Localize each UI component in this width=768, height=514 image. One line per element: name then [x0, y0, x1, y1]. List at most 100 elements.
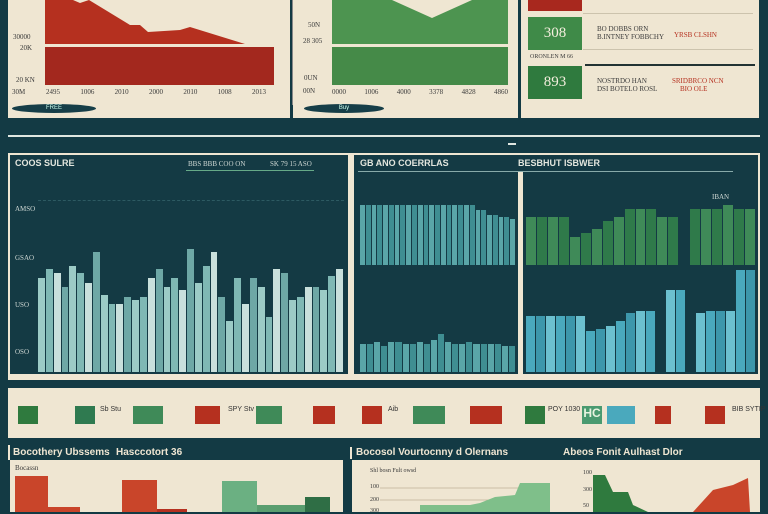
bar: [108, 303, 116, 372]
section-title: Bocothery Ubssems: [13, 447, 110, 458]
x-label: 0000: [332, 88, 346, 96]
bar: [273, 269, 281, 372]
bar: [613, 217, 624, 265]
bar: [459, 344, 466, 372]
kpi-value: 308: [528, 17, 582, 50]
x-label: 2010: [114, 88, 129, 96]
bar: [374, 342, 381, 372]
bar: [388, 205, 394, 265]
panel-title: GB ANO COERRLAS: [360, 158, 449, 168]
x-label: 1008: [217, 88, 232, 96]
bar: [566, 315, 575, 372]
red-area-upper: [45, 0, 245, 44]
x-label: 1006: [80, 88, 95, 96]
bar: [736, 270, 745, 372]
tag-blue-icon[interactable]: [607, 406, 635, 424]
bar: [626, 312, 635, 372]
panel-subtitle: Shl bosn Fult owsd: [370, 468, 417, 474]
y-label: 100: [370, 484, 379, 490]
bar: [210, 252, 218, 372]
y-label: 0UN: [304, 74, 318, 82]
bar: [257, 286, 265, 372]
bar: [492, 215, 498, 265]
trend-down-icon[interactable]: [195, 406, 220, 424]
section-title: Bocosol Vourtocnny d Olernans: [356, 447, 509, 458]
bar: [328, 276, 336, 372]
chart-icon[interactable]: [525, 406, 545, 424]
divider: [585, 64, 755, 66]
bar: [409, 344, 416, 372]
bar: [466, 342, 473, 372]
chart-icon[interactable]: [18, 406, 38, 424]
bar-chart-b2: [360, 312, 516, 372]
bar: [526, 315, 535, 372]
bar-icon[interactable]: [75, 406, 95, 424]
y-label: 100: [583, 470, 592, 476]
y-label: OSO: [15, 348, 30, 356]
bar: [360, 344, 367, 372]
free-button[interactable]: FREE: [12, 104, 96, 113]
bar: [510, 219, 515, 265]
buy-button[interactable]: Buy: [304, 104, 384, 113]
red-area-chart: [45, 0, 274, 85]
bar: [402, 344, 409, 372]
bar: [536, 217, 547, 265]
bar: [452, 344, 459, 372]
bar: [367, 344, 374, 372]
x-label: 4000: [396, 88, 411, 96]
bar: [636, 310, 645, 372]
x-label: 4860: [493, 88, 508, 96]
alert-icon[interactable]: [313, 406, 335, 424]
bar: [202, 265, 210, 372]
bar: [45, 269, 53, 372]
kpi-text: DSI BOTELO ROSL: [597, 85, 658, 93]
section-title: Hasccotort 36: [116, 447, 183, 458]
bar: [723, 205, 734, 265]
bar: [696, 312, 705, 372]
bar: [92, 252, 100, 372]
chart-red-icon[interactable]: [705, 406, 725, 424]
y-label: 50: [583, 503, 589, 509]
bar: [576, 315, 585, 372]
bar: [464, 205, 469, 265]
y-label: USO: [15, 301, 30, 309]
bar: [69, 265, 77, 372]
bar: [395, 342, 402, 372]
panel-b: [352, 153, 760, 380]
tag-red-icon[interactable]: [470, 406, 502, 424]
bar: [312, 286, 320, 372]
divider: [583, 49, 753, 50]
hc-icon[interactable]: HC: [582, 406, 602, 424]
bar: [569, 237, 580, 265]
panel-title: COOS SULRE: [15, 158, 75, 168]
divider: [583, 13, 753, 14]
bar: [61, 286, 69, 372]
y-label: 30M: [12, 88, 26, 96]
bar: [666, 290, 675, 372]
green-area-chart: [332, 0, 508, 85]
tag-icon[interactable]: [256, 406, 282, 424]
bar: [508, 346, 515, 372]
hand-icon[interactable]: [362, 406, 382, 424]
bar: [171, 277, 179, 372]
kpi-red-box: [528, 0, 582, 11]
bar: [676, 290, 685, 372]
bar: [536, 315, 545, 372]
bar: [371, 205, 377, 265]
section-title: Abeos Fonit Aulhast Dlor: [563, 447, 683, 458]
bar: [53, 272, 61, 372]
bar-chart-c-blue: [526, 270, 756, 372]
divider: [292, 0, 293, 105]
bar: [606, 326, 615, 372]
bar: [473, 344, 480, 372]
handle[interactable]: [508, 143, 516, 145]
bar: [242, 303, 249, 372]
bar: [547, 217, 558, 265]
splitter[interactable]: [518, 172, 523, 377]
tag-icon[interactable]: [133, 406, 163, 424]
tag-icon[interactable]: [413, 406, 445, 424]
bar: [646, 209, 657, 265]
bar: [435, 205, 440, 265]
bar: [487, 215, 492, 265]
bookmark-icon[interactable]: [655, 406, 671, 424]
